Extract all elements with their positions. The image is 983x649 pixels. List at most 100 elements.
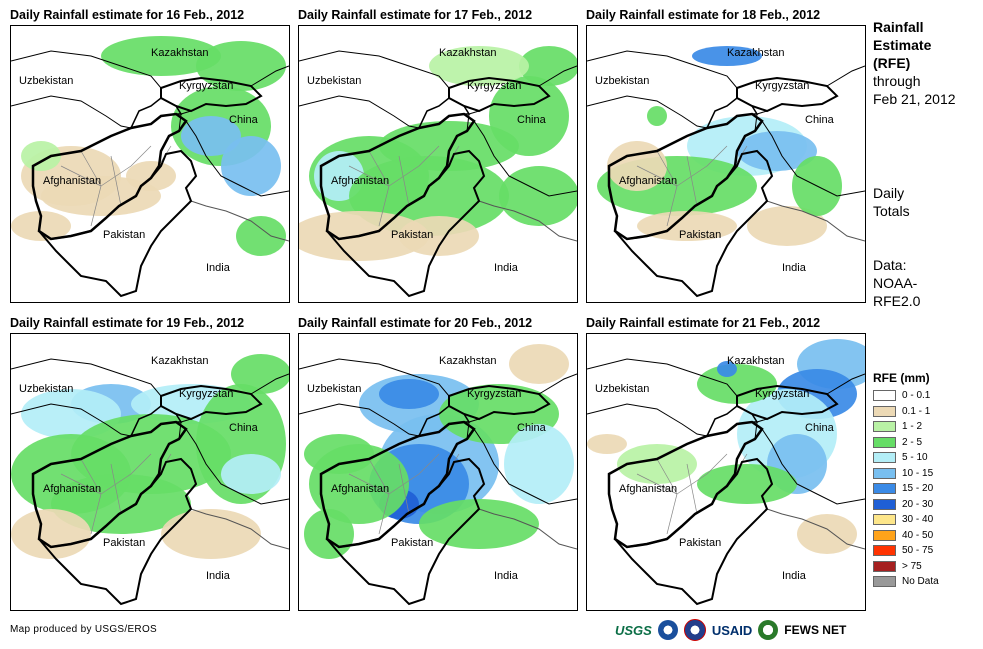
map-canvas: Kazakhstan Uzbekistan Kyrgyzstan China Afgha… [11, 36, 289, 298]
place-label-pakistan: Pakistan [679, 537, 721, 549]
legend-label: 2 - 5 [902, 436, 923, 448]
place-label-china: China [517, 422, 547, 434]
rainfall-area [419, 499, 539, 549]
place-label-china: China [805, 114, 835, 126]
country-border [299, 403, 420, 437]
country-border [766, 200, 865, 242]
legend-item: 2 - 5 [873, 435, 939, 451]
panel-title: Daily Rainfall estimate for 17 Feb., 201… [298, 8, 533, 22]
side-through-line-1: through [873, 73, 921, 89]
place-label-kyrgyzstan: Kyrgyzstan [467, 388, 521, 400]
country-border [587, 403, 708, 437]
rainfall-area [399, 216, 479, 256]
side-data-line-1: Data: [873, 257, 907, 273]
legend-swatch [873, 529, 896, 541]
place-label-afghanistan: Afghanistan [619, 175, 677, 187]
map-canvas: Kazakhstan Uzbekistan Kyrgyzstan China Afgha… [11, 354, 289, 606]
place-label-india: India [206, 570, 231, 582]
legend-label: 5 - 10 [902, 452, 928, 464]
afghanistan-outline [607, 420, 764, 549]
rainfall-map: Kazakhstan Uzbekistan Kyrgyzstan China Afgha… [10, 333, 290, 611]
legend-item: 0.1 - 1 [873, 404, 939, 420]
rainfall-area [41, 176, 161, 216]
side-data-line-3: RFE2.0 [873, 293, 921, 309]
panel-title: Daily Rainfall estimate for 20 Feb., 201… [298, 316, 533, 330]
place-label-afghanistan: Afghanistan [331, 483, 389, 495]
rainfall-area [499, 166, 577, 226]
legend-label: 0.1 - 1 [902, 405, 931, 417]
rainfall-area [717, 361, 737, 377]
side-data-source: Data: NOAA- RFE2.0 [873, 256, 920, 310]
noaa-logo-icon [657, 620, 678, 640]
rainfall-area [304, 509, 354, 559]
place-label-uzbekistan: Uzbekistan [307, 383, 361, 395]
place-label-india: India [494, 262, 519, 274]
country-border [190, 200, 289, 242]
legend-label: No Data [902, 576, 939, 588]
legend-item: 10 - 15 [873, 466, 939, 482]
place-label-uzbekistan: Uzbekistan [19, 383, 73, 395]
country-border [299, 95, 420, 129]
kyrgyzstan-outline [736, 384, 839, 421]
place-label-kyrgyzstan: Kyrgyzstan [755, 80, 809, 92]
afghanistan-outline [319, 112, 476, 241]
country-border [11, 403, 132, 437]
rainfall-map: Kazakhstan Uzbekistan Kyrgyzstan China Afgha… [586, 25, 866, 303]
legend-item: 1 - 2 [873, 419, 939, 435]
place-label-china: China [229, 422, 259, 434]
rainfall-area [697, 464, 797, 504]
kyrgyzstan-outline [736, 76, 839, 113]
rainfall-area [647, 106, 667, 126]
rainfall-area [221, 136, 281, 196]
legend-swatch [873, 545, 896, 557]
place-label-pakistan: Pakistan [103, 537, 145, 549]
map-canvas: Kazakhstan Uzbekistan Kyrgyzstan China Afgha… [587, 46, 865, 298]
rainfall-area [21, 141, 61, 171]
side-through-line-2: Feb 21, 2012 [873, 91, 956, 107]
province-boundaries [348, 453, 460, 535]
legend-item: 50 - 75 [873, 543, 939, 559]
rainfall-area [692, 46, 762, 66]
side-title-line-2: Estimate [873, 37, 932, 53]
panel-title: Daily Rainfall estimate for 19 Feb., 201… [10, 316, 245, 330]
rainfall-area [504, 424, 574, 504]
fews-globe-icon [758, 620, 779, 640]
rainfall-area [161, 509, 261, 559]
credit-text: Map produced by USGS/EROS [10, 624, 158, 635]
place-label-pakistan: Pakistan [679, 229, 721, 241]
kyrgyzstan-outline [160, 384, 263, 421]
side-title-line-1: Rainfall [873, 19, 924, 35]
rainfall-area [304, 434, 374, 474]
side-title-line-3: (RFE) [873, 55, 911, 71]
rainfall-area [379, 379, 439, 409]
place-label-pakistan: Pakistan [391, 537, 433, 549]
place-label-uzbekistan: Uzbekistan [595, 383, 649, 395]
fews-logo: FEWS NET [784, 623, 847, 637]
map-canvas: Kazakhstan Uzbekistan Kyrgyzstan China Afgha… [299, 46, 577, 298]
place-label-china: China [229, 114, 259, 126]
rainfall-map: Kazakhstan Uzbekistan Kyrgyzstan China Afgha… [586, 333, 866, 611]
rainfall-map: Kazakhstan Uzbekistan Kyrgyzstan China Afgha… [10, 25, 290, 303]
legend-label: 15 - 20 [902, 483, 934, 495]
place-label-afghanistan: Afghanistan [43, 175, 101, 187]
map-canvas: Kazakhstan Uzbekistan Kyrgyzstan China Afgha… [299, 344, 577, 606]
side-totals: Daily Totals [873, 184, 910, 220]
place-label-china: China [805, 422, 835, 434]
rainfall-area [509, 344, 569, 384]
panel-title: Daily Rainfall estimate for 21 Feb., 201… [586, 316, 821, 330]
place-label-kazakhstan: Kazakhstan [439, 355, 496, 367]
rainfall-area [797, 514, 857, 554]
rainfall-area [221, 454, 281, 494]
place-label-kazakhstan: Kazakhstan [727, 355, 784, 367]
kyrgyzstan-outline [448, 384, 551, 421]
legend-item: 0 - 0.1 [873, 388, 939, 404]
rainfall-area [379, 121, 519, 171]
legend-title: RFE (mm) [873, 371, 930, 385]
legend-item: 5 - 10 [873, 450, 939, 466]
rainfall-layer [11, 36, 286, 256]
legend-swatch [873, 483, 896, 495]
legend-swatch [873, 576, 896, 588]
place-label-afghanistan: Afghanistan [43, 483, 101, 495]
rainfall-area [181, 116, 241, 156]
rainfall-area [51, 474, 191, 534]
